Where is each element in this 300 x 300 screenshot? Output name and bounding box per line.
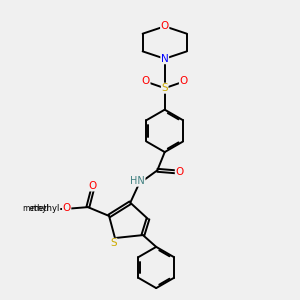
Text: methyl: methyl <box>22 204 49 213</box>
Text: S: S <box>110 238 117 248</box>
Text: O: O <box>179 76 188 85</box>
Text: O: O <box>62 203 71 213</box>
Text: O: O <box>88 181 96 191</box>
Text: O: O <box>160 21 169 31</box>
Text: O: O <box>175 167 184 177</box>
Text: O: O <box>142 76 150 85</box>
Text: HN: HN <box>130 176 145 186</box>
Text: N: N <box>161 54 169 64</box>
Text: S: S <box>161 83 168 93</box>
Text: methyl: methyl <box>31 204 60 213</box>
